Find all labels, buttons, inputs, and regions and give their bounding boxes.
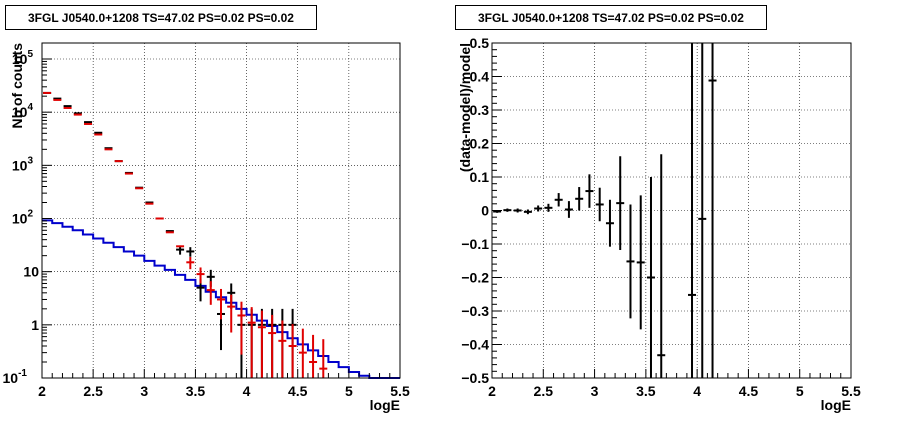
y-tick-label: 0.5 bbox=[470, 35, 490, 51]
residual-point bbox=[575, 187, 584, 211]
residual-point bbox=[688, 43, 697, 378]
x-tick-label: 2 bbox=[38, 383, 46, 399]
x-tick-label: 3.5 bbox=[636, 383, 656, 399]
right-chart: 2 2.5 3 3.5 4 4.5 5 5.5 −0.5 −0.4 −0.3 −0.2 −0.1 0 0.1… bbox=[457, 35, 861, 413]
model-point bbox=[298, 328, 307, 378]
x-tick-label: 4.5 bbox=[739, 383, 759, 399]
residual-point bbox=[564, 201, 573, 218]
x-tick-label: 5 bbox=[796, 383, 804, 399]
residual-point bbox=[698, 43, 707, 378]
y-axis-label: (data-model)/model bbox=[457, 43, 473, 172]
x-tick-label: 5.5 bbox=[841, 383, 861, 399]
y-tick-label: −0.2 bbox=[461, 270, 489, 286]
model-point bbox=[268, 314, 277, 378]
model-point bbox=[309, 334, 318, 378]
right-chart-title: 3FGL J0540.0+1208 TS=47.02 PS=0.02 PS=0.… bbox=[455, 5, 767, 30]
y-tick-label: 0.3 bbox=[470, 102, 490, 118]
x-tick-label: 2 bbox=[488, 383, 496, 399]
plot-frame bbox=[491, 42, 852, 379]
model-point bbox=[186, 257, 195, 270]
left-chart: 2 2.5 3 3.5 4 4.5 5 5.5 10-1 1 10 102 103 104 105 logE N… bbox=[3, 42, 410, 413]
residual-point bbox=[626, 204, 635, 319]
y-tick-label: 10-1 bbox=[3, 368, 28, 386]
model-histogram-line bbox=[42, 219, 400, 379]
residual-point bbox=[554, 193, 563, 207]
residual-point bbox=[523, 209, 532, 215]
data-point bbox=[186, 247, 195, 257]
y-tick-label: −0.5 bbox=[461, 370, 489, 386]
y-tick-label: 10 bbox=[23, 264, 39, 280]
model-point bbox=[288, 324, 297, 378]
y-tick-label: 104 bbox=[12, 102, 34, 120]
y-tick-label: 105 bbox=[12, 49, 34, 67]
y-tick-label: 0.4 bbox=[470, 69, 490, 85]
x-tick-label: 5.5 bbox=[390, 383, 410, 399]
y-tick-label: 0.1 bbox=[470, 169, 490, 185]
x-tick-label: 4 bbox=[693, 383, 701, 399]
y-tick-label: 0.2 bbox=[470, 136, 490, 152]
residual-point bbox=[605, 199, 614, 247]
residual-point bbox=[646, 177, 655, 378]
model-point bbox=[237, 301, 246, 355]
model-point bbox=[227, 294, 236, 333]
y-tick-label: 102 bbox=[12, 209, 34, 227]
y-tick-label: −0.1 bbox=[461, 236, 489, 252]
model-point bbox=[247, 307, 256, 378]
residual-point bbox=[616, 156, 625, 251]
x-axis-label: logE bbox=[370, 397, 400, 413]
y-axis-label: Nb of counts bbox=[9, 43, 25, 129]
x-tick-label: 4.5 bbox=[288, 383, 308, 399]
model-point bbox=[217, 288, 225, 320]
residual-point bbox=[636, 195, 645, 330]
y-tick-label: −0.3 bbox=[461, 303, 489, 319]
model-point bbox=[206, 281, 215, 305]
left-chart-title: 3FGL J0540.0+1208 TS=47.02 PS=0.02 PS=0.… bbox=[5, 5, 317, 30]
residual-point bbox=[503, 208, 512, 212]
model-point bbox=[196, 267, 205, 284]
x-tick-label: 4 bbox=[243, 383, 251, 399]
x-tick-label: 3 bbox=[591, 383, 599, 399]
residual-point bbox=[513, 208, 522, 213]
residual-point bbox=[534, 205, 543, 212]
x-axis-label: logE bbox=[821, 397, 851, 413]
residual-point bbox=[585, 174, 594, 208]
residual-point bbox=[708, 43, 717, 378]
residual-point bbox=[595, 187, 604, 222]
x-tick-label: 3.5 bbox=[186, 383, 206, 399]
plot-frame bbox=[41, 42, 401, 379]
model-point bbox=[257, 310, 266, 378]
x-tick-label: 3 bbox=[140, 383, 148, 399]
y-tick-label: 0 bbox=[481, 203, 489, 219]
y-tick-label: 1 bbox=[31, 317, 39, 333]
x-tick-label: 2.5 bbox=[534, 383, 554, 399]
y-tick-label: 103 bbox=[12, 155, 34, 173]
residual-point bbox=[657, 154, 666, 378]
model-point bbox=[278, 320, 287, 378]
residual-point bbox=[544, 203, 553, 212]
x-tick-label: 2.5 bbox=[83, 383, 103, 399]
y-tick-label: −0.4 bbox=[461, 337, 489, 353]
x-tick-label: 5 bbox=[345, 383, 353, 399]
model-point bbox=[319, 339, 328, 378]
